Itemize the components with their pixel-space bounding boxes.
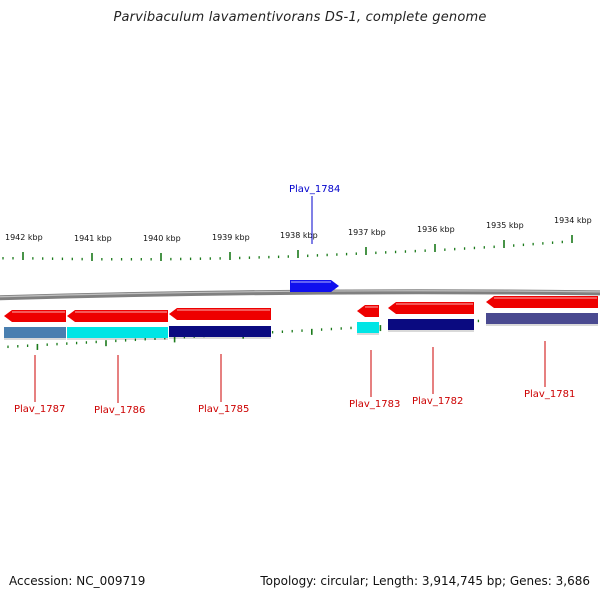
gene-arrow[interactable] (67, 310, 168, 322)
cog-bar-shadow (357, 333, 379, 335)
cog-category-bars (4, 313, 598, 340)
gene-label[interactable]: Plav_1787 (14, 404, 65, 415)
tick-label: 1938 kbp (280, 231, 318, 240)
gene-arrow[interactable] (357, 305, 379, 317)
cog-bar-shadow (486, 324, 598, 326)
gene-arrow[interactable] (388, 302, 474, 314)
tick-label: 1942 kbp (5, 233, 43, 242)
gene-arrow[interactable] (290, 280, 339, 292)
gene-arrow[interactable] (4, 310, 66, 322)
gene-label[interactable]: Plav_1783 (349, 399, 400, 410)
gene-label[interactable]: Plav_1784 (289, 184, 340, 195)
tick-label: 1934 kbp (554, 216, 592, 225)
tick-label: 1941 kbp (74, 234, 112, 243)
gene-arrow[interactable] (486, 296, 598, 308)
gene-arrow[interactable] (169, 308, 271, 320)
cog-bar-shadow (4, 338, 66, 340)
tick-label: 1940 kbp (143, 234, 181, 243)
genome-backbone (0, 289, 600, 301)
cog-bar[interactable] (4, 327, 66, 338)
gene-label[interactable]: Plav_1785 (198, 404, 249, 415)
cog-bar-shadow (388, 330, 474, 332)
gene-labels: Plav_1787 Plav_1786 Plav_1785 Plav_1784 Plav… (14, 184, 575, 416)
gene-label[interactable]: Plav_1786 (94, 405, 145, 416)
gene-label[interactable]: Plav_1781 (524, 389, 575, 400)
tick-label: 1935 kbp (486, 221, 524, 230)
topology-summary-text: Topology: circular; Length: 3,914,745 bp… (260, 574, 590, 588)
cog-bar[interactable] (67, 327, 168, 338)
tick-label: 1939 kbp (212, 233, 250, 242)
gene-features (4, 280, 598, 322)
cog-bar-shadow (169, 337, 271, 339)
cog-bar[interactable] (486, 313, 598, 324)
top-tick-track: 1942 kbp 1941 kbp 1940 kbp 1939 kbp 1938 kbp… (2, 216, 592, 261)
cog-bar[interactable] (169, 326, 271, 337)
tick-label: 1936 kbp (417, 225, 455, 234)
cog-bar-shadow (67, 338, 168, 340)
gene-label[interactable]: Plav_1782 (412, 396, 463, 407)
cog-bar[interactable] (388, 319, 474, 330)
tick-label: 1937 kbp (348, 228, 386, 237)
accession-text: Accession: NC_009719 (9, 574, 146, 588)
cog-bar[interactable] (357, 322, 379, 333)
genome-title: Parvibaculum lavamentivorans DS-1, compl… (113, 10, 487, 25)
